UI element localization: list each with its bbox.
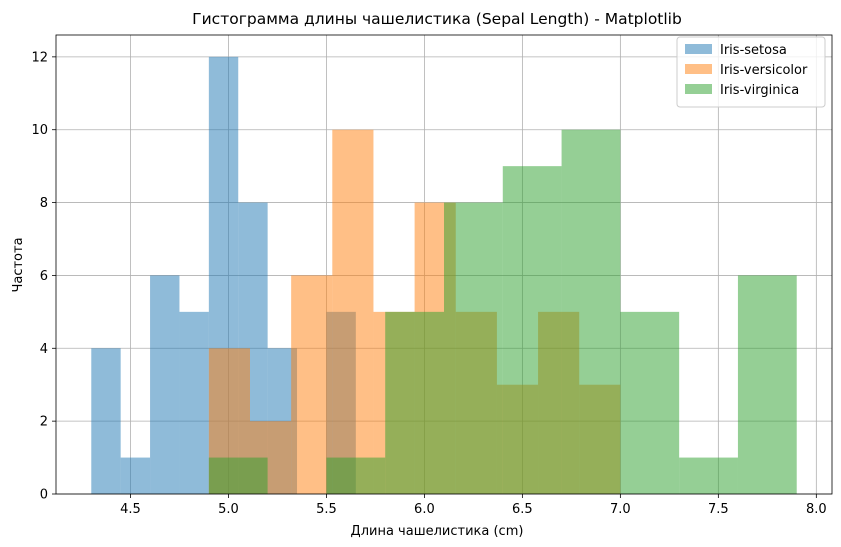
bar-iris-setosa — [120, 457, 151, 494]
bar-iris-virginica — [561, 129, 621, 494]
histogram-bars — [91, 56, 797, 495]
x-axis-ticks: 4.5 5.0 5.5 6.0 6.5 7.0 7.5 8.0 — [120, 494, 827, 517]
x-tick-label: 5.5 — [316, 502, 337, 517]
legend: Iris-setosa Iris-versicolor Iris-virginica — [676, 36, 826, 108]
bar-iris-virginica — [502, 166, 562, 494]
legend-label: Iris-versicolor — [720, 63, 808, 78]
bar-iris-virginica — [208, 457, 268, 494]
legend-label: Iris-virginica — [720, 83, 799, 98]
x-tick-label: 5.0 — [218, 502, 239, 517]
y-tick-label: 4 — [40, 342, 48, 357]
y-tick-label: 0 — [40, 488, 48, 503]
bar-iris-setosa — [91, 348, 121, 494]
y-tick-label: 8 — [40, 196, 48, 211]
bar-iris-virginica — [620, 311, 680, 494]
bar-iris-virginica — [444, 202, 503, 495]
y-tick-label: 10 — [31, 123, 48, 138]
axes-frame — [55, 34, 833, 495]
bar-iris-virginica — [385, 311, 444, 494]
y-axis-label: Частота — [11, 237, 26, 292]
x-tick-label: 4.5 — [120, 502, 141, 517]
x-tick-label: 7.0 — [610, 502, 631, 517]
legend-label: Iris-setosa — [720, 43, 787, 58]
x-axis-label: Длина чашелистика (cm) — [351, 524, 524, 539]
bar-iris-virginica — [326, 457, 386, 494]
axes-border — [55, 34, 833, 495]
x-tick-label: 7.5 — [708, 502, 729, 517]
bar-iris-versicolor — [291, 275, 333, 494]
y-tick-label: 12 — [31, 50, 48, 65]
y-axis-ticks: 0 2 4 6 8 10 12 — [31, 50, 56, 503]
y-tick-label: 2 — [40, 415, 48, 430]
legend-swatch — [685, 64, 712, 74]
x-tick-label: 6.0 — [414, 502, 435, 517]
bar-iris-virginica — [679, 457, 738, 494]
legend-box — [676, 36, 826, 108]
bar-iris-setosa — [150, 275, 180, 494]
bar-iris-versicolor — [332, 129, 374, 494]
x-tick-label: 8.0 — [806, 502, 827, 517]
y-tick-label: 6 — [40, 269, 48, 284]
chart-title: Гистограмма длины чашелистика (Sepal Len… — [192, 10, 682, 28]
x-tick-label: 6.5 — [512, 502, 533, 517]
bar-iris-virginica — [737, 275, 797, 494]
bar-iris-setosa — [179, 311, 209, 494]
legend-swatch — [685, 84, 712, 94]
legend-swatch — [685, 44, 712, 54]
